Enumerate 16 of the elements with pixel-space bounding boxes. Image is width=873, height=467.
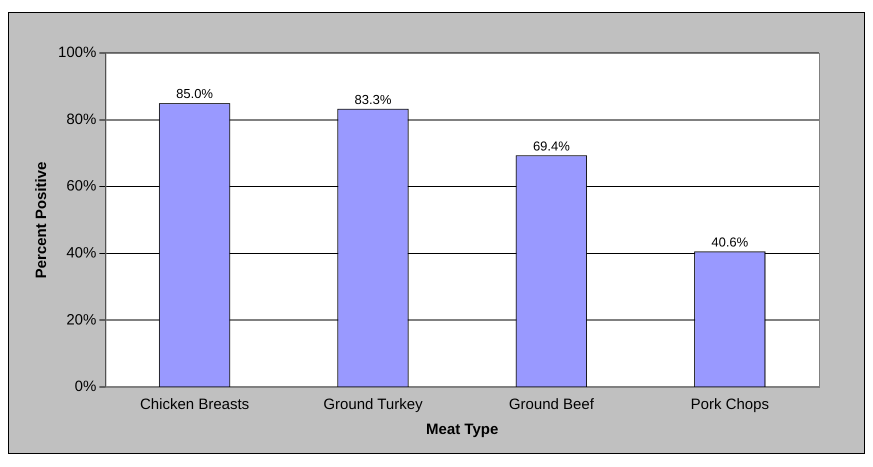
y-tick-label: 40% (66, 244, 96, 262)
data-label: 83.3% (354, 92, 392, 107)
x-tick-label: Chicken Breasts (140, 396, 250, 414)
x-tick-label: Ground Turkey (323, 396, 424, 414)
data-label: 85.0% (176, 86, 214, 102)
y-axis-title: Percent Positive (33, 162, 50, 278)
y-tick-label: 80% (66, 110, 96, 128)
data-label: 40.6% (711, 234, 749, 250)
y-tick-label: 100% (58, 44, 96, 62)
x-tick-label: Ground Beef (508, 396, 595, 414)
y-tick-label: 20% (66, 311, 96, 328)
y-tick-label: 0% (74, 378, 96, 396)
x-axis-title: Meat Type (426, 421, 498, 438)
data-label: 69.4% (532, 138, 570, 154)
y-tick-label: 60% (66, 178, 96, 195)
x-tick-label: Pork Chops (690, 396, 769, 414)
